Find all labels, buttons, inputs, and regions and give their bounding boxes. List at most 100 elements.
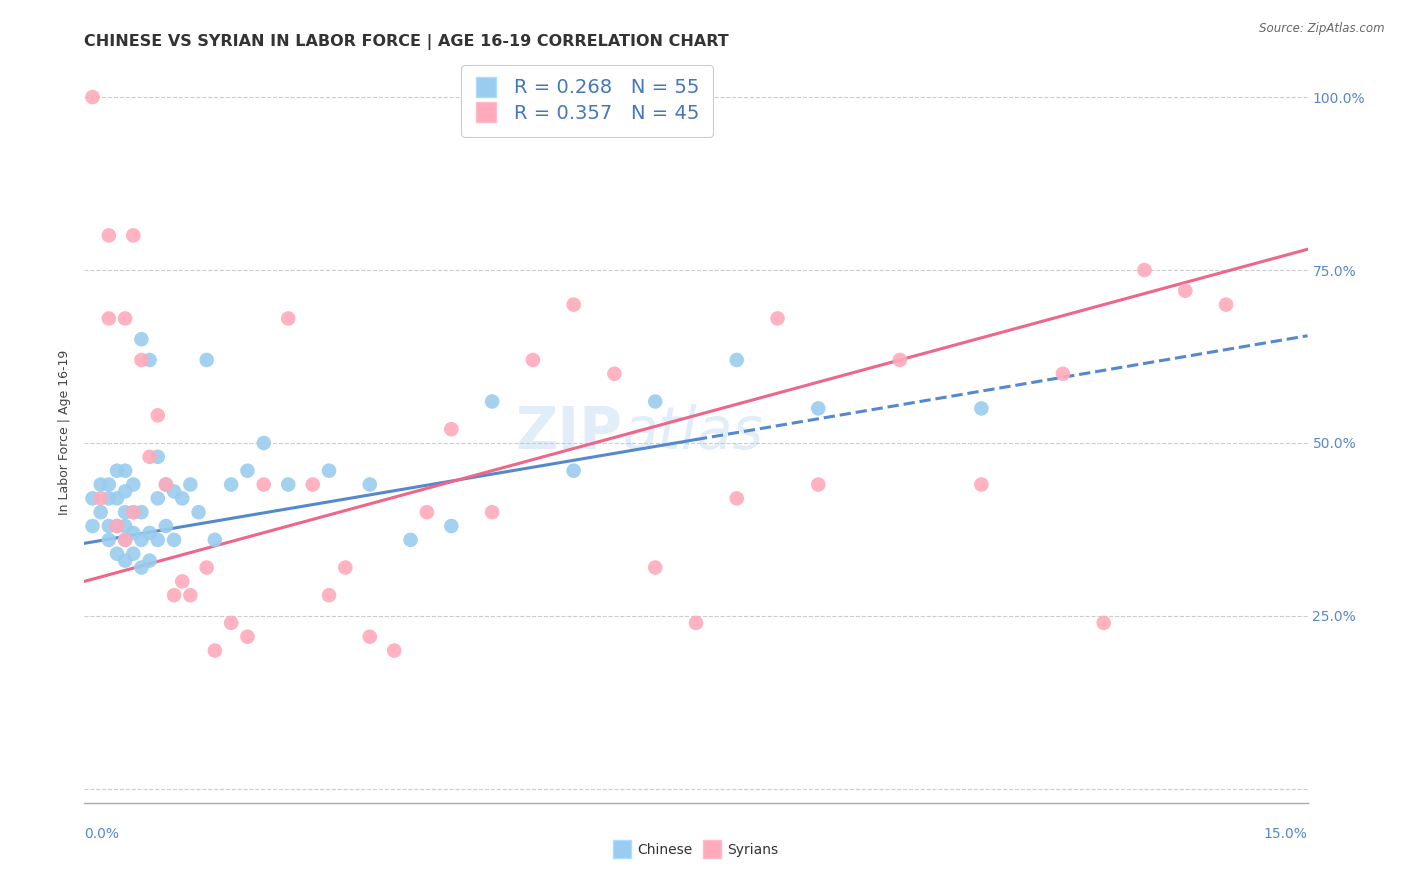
Point xyxy=(114,519,136,533)
Point xyxy=(440,422,463,436)
Point xyxy=(253,436,276,450)
Point xyxy=(179,477,201,491)
Point xyxy=(1215,297,1237,311)
Point xyxy=(195,560,218,574)
Point xyxy=(131,505,153,519)
Point xyxy=(603,367,626,381)
Point xyxy=(114,505,136,519)
Point xyxy=(562,464,585,478)
Point xyxy=(807,401,830,416)
Point xyxy=(90,477,112,491)
Point xyxy=(725,353,748,368)
Text: ZIP: ZIP xyxy=(516,404,623,461)
Point xyxy=(236,464,259,478)
Point xyxy=(138,554,160,568)
Point xyxy=(301,477,323,491)
Point xyxy=(138,450,160,464)
Point xyxy=(97,491,120,506)
Point xyxy=(122,228,145,243)
Point xyxy=(219,477,242,491)
Point xyxy=(685,615,707,630)
Point xyxy=(122,505,145,519)
Point xyxy=(970,401,993,416)
Point xyxy=(82,90,104,104)
Text: Source: ZipAtlas.com: Source: ZipAtlas.com xyxy=(1260,22,1385,36)
Point xyxy=(766,311,789,326)
Point xyxy=(82,491,104,506)
Point xyxy=(97,228,120,243)
Point xyxy=(97,477,120,491)
Point xyxy=(172,574,194,589)
Point xyxy=(522,353,544,368)
Point xyxy=(122,505,145,519)
Point xyxy=(97,311,120,326)
Text: 15.0%: 15.0% xyxy=(1264,827,1308,841)
Point xyxy=(90,491,112,506)
Point xyxy=(725,491,748,506)
Point xyxy=(644,560,666,574)
Point xyxy=(131,560,153,574)
Point xyxy=(253,477,276,491)
Point xyxy=(1133,263,1156,277)
Legend: Chinese, Syrians: Chinese, Syrians xyxy=(607,838,785,863)
Point xyxy=(807,477,830,491)
Y-axis label: In Labor Force | Age 16-19: In Labor Force | Age 16-19 xyxy=(58,350,72,516)
Point xyxy=(97,533,120,547)
Point xyxy=(172,491,194,506)
Point xyxy=(195,353,218,368)
Point xyxy=(277,477,299,491)
Point xyxy=(155,477,177,491)
Point xyxy=(335,560,357,574)
Text: atlas: atlas xyxy=(623,404,763,461)
Point xyxy=(163,533,186,547)
Point xyxy=(163,588,186,602)
Point xyxy=(481,394,503,409)
Point xyxy=(163,484,186,499)
Point xyxy=(131,533,153,547)
Point xyxy=(146,409,169,423)
Point xyxy=(359,630,381,644)
Point xyxy=(236,630,259,644)
Point xyxy=(155,477,177,491)
Point xyxy=(105,547,128,561)
Point xyxy=(440,519,463,533)
Point xyxy=(105,464,128,478)
Point xyxy=(889,353,911,368)
Point xyxy=(131,332,153,346)
Point xyxy=(146,533,169,547)
Point xyxy=(562,297,585,311)
Point xyxy=(1092,615,1115,630)
Point xyxy=(970,477,993,491)
Point xyxy=(146,450,169,464)
Point xyxy=(1174,284,1197,298)
Point xyxy=(146,491,169,506)
Point xyxy=(204,533,226,547)
Point xyxy=(138,525,160,540)
Point xyxy=(481,505,503,519)
Point xyxy=(105,519,128,533)
Point xyxy=(1052,367,1074,381)
Point xyxy=(114,464,136,478)
Point xyxy=(105,519,128,533)
Point xyxy=(122,547,145,561)
Point xyxy=(82,519,104,533)
Point xyxy=(138,353,160,368)
Point xyxy=(114,533,136,547)
Point xyxy=(179,588,201,602)
Point xyxy=(204,643,226,657)
Point xyxy=(155,519,177,533)
Text: 0.0%: 0.0% xyxy=(84,827,120,841)
Point xyxy=(318,588,340,602)
Point xyxy=(359,477,381,491)
Point xyxy=(219,615,242,630)
Text: CHINESE VS SYRIAN IN LABOR FORCE | AGE 16-19 CORRELATION CHART: CHINESE VS SYRIAN IN LABOR FORCE | AGE 1… xyxy=(84,34,730,50)
Point xyxy=(382,643,405,657)
Point xyxy=(399,533,422,547)
Point xyxy=(90,505,112,519)
Point xyxy=(416,505,439,519)
Point xyxy=(105,491,128,506)
Point xyxy=(318,464,340,478)
Point xyxy=(114,554,136,568)
Point xyxy=(122,525,145,540)
Point xyxy=(131,353,153,368)
